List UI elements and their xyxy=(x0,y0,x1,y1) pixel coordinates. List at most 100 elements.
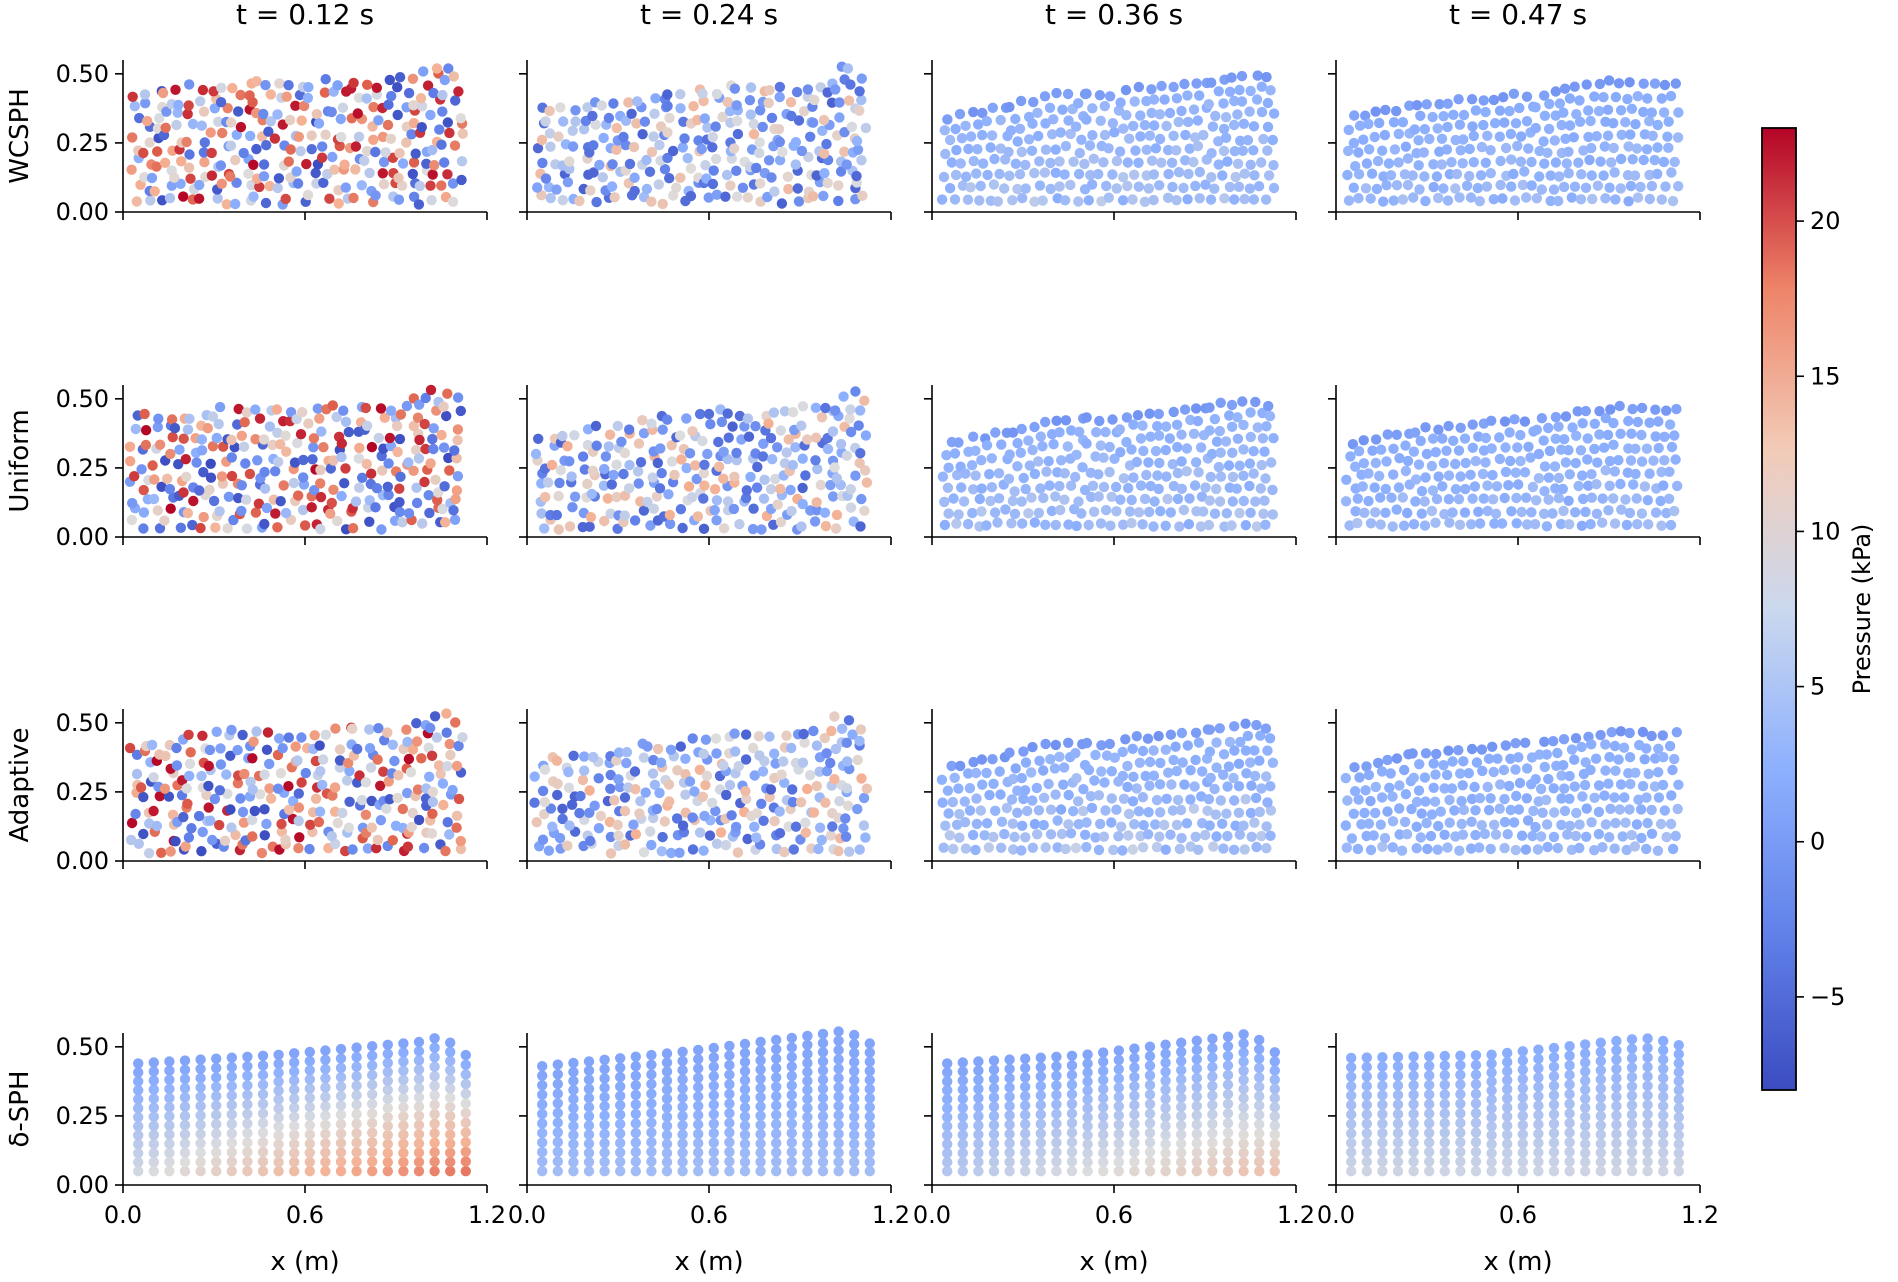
particle xyxy=(289,1147,300,1159)
particle xyxy=(1135,110,1146,121)
particle xyxy=(1035,1156,1047,1167)
particle xyxy=(1191,1082,1203,1093)
particle xyxy=(568,1148,579,1159)
particle xyxy=(698,748,709,760)
particle xyxy=(708,1137,719,1148)
particle xyxy=(1456,795,1467,807)
particle xyxy=(1269,1092,1281,1104)
particle xyxy=(391,420,403,432)
particle xyxy=(1580,1093,1591,1105)
particle xyxy=(1595,1120,1607,1131)
particle xyxy=(1034,755,1045,766)
particle xyxy=(1377,1166,1388,1177)
particle xyxy=(1213,461,1225,473)
particle xyxy=(368,101,379,113)
particle xyxy=(951,518,962,529)
particle xyxy=(1209,508,1221,519)
particle xyxy=(1608,493,1619,504)
particle xyxy=(1176,483,1188,494)
particle xyxy=(842,756,853,767)
particle xyxy=(999,183,1010,194)
particle xyxy=(1670,78,1682,89)
particle xyxy=(1238,1093,1249,1104)
particle xyxy=(398,1166,409,1177)
particle xyxy=(1407,170,1418,181)
particle xyxy=(140,425,152,436)
particle xyxy=(583,1083,595,1095)
particle xyxy=(707,131,718,143)
particle xyxy=(382,1084,393,1096)
particle xyxy=(1619,792,1630,803)
particle xyxy=(335,1137,347,1149)
particle xyxy=(802,1057,813,1069)
particle xyxy=(802,434,813,445)
particle xyxy=(434,124,445,135)
particle xyxy=(394,497,405,508)
particle xyxy=(677,1065,688,1076)
particle xyxy=(415,93,427,104)
particle xyxy=(664,796,675,807)
particle xyxy=(130,423,141,435)
particle xyxy=(785,97,797,108)
particle xyxy=(1009,486,1020,497)
particle xyxy=(1392,1099,1404,1110)
particle xyxy=(552,1098,563,1109)
particle xyxy=(1608,439,1619,450)
particle xyxy=(1536,413,1548,424)
particle xyxy=(708,1166,719,1177)
particle xyxy=(1560,133,1571,144)
particle xyxy=(164,1147,175,1159)
particle xyxy=(718,446,729,457)
particle xyxy=(1222,1089,1234,1100)
particle xyxy=(1672,132,1684,143)
particle xyxy=(757,766,769,777)
particle xyxy=(1424,1089,1435,1100)
particle xyxy=(1498,764,1510,776)
particle xyxy=(718,473,729,484)
particle xyxy=(603,441,614,452)
particle xyxy=(840,813,851,824)
particle xyxy=(1455,1060,1466,1071)
particle xyxy=(429,1090,440,1101)
particle xyxy=(1466,816,1477,827)
particle xyxy=(205,815,216,826)
particle xyxy=(1652,142,1663,153)
particle xyxy=(841,783,853,794)
particle xyxy=(1586,492,1598,503)
particle xyxy=(1229,146,1241,157)
particle xyxy=(849,1147,860,1159)
particle xyxy=(410,148,421,159)
particle xyxy=(973,1083,984,1095)
particle xyxy=(138,791,149,803)
particle xyxy=(817,1129,829,1140)
particle xyxy=(693,1054,704,1065)
particle xyxy=(1093,168,1104,180)
particle xyxy=(367,1137,378,1148)
particle xyxy=(1054,181,1065,192)
particle xyxy=(1234,829,1246,840)
particle xyxy=(377,131,389,143)
particle xyxy=(1394,829,1405,840)
particle xyxy=(583,1120,595,1131)
particle xyxy=(312,403,323,414)
particle xyxy=(1377,1099,1388,1110)
particle xyxy=(771,1100,782,1111)
particle xyxy=(130,808,141,820)
particle xyxy=(637,415,648,426)
particle xyxy=(1093,491,1104,502)
particle xyxy=(1540,794,1552,806)
particle xyxy=(1170,741,1181,752)
particle xyxy=(242,1061,253,1072)
particle xyxy=(1252,70,1263,81)
particle xyxy=(270,508,281,519)
particle xyxy=(1004,1063,1015,1075)
particle xyxy=(336,438,347,449)
particle xyxy=(1611,1091,1622,1103)
particle xyxy=(587,465,599,476)
particle xyxy=(1370,507,1381,518)
particle xyxy=(1148,94,1160,105)
particle xyxy=(1245,431,1257,443)
particle xyxy=(1343,195,1355,206)
particle xyxy=(740,492,752,504)
particle xyxy=(1424,1108,1435,1119)
